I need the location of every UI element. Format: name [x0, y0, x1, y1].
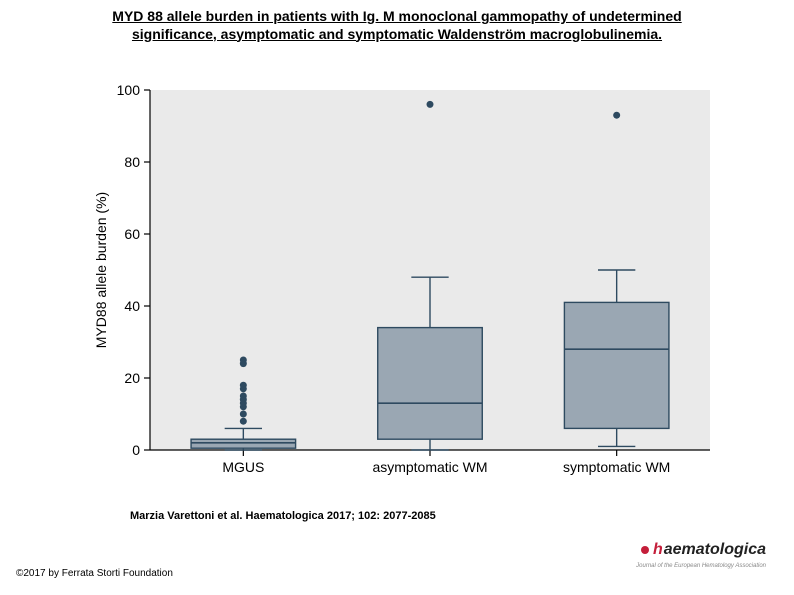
x-tick-label: asymptomatic WM [372, 459, 487, 475]
outlier-marker [240, 393, 247, 400]
y-tick-label: 80 [124, 154, 140, 170]
outlier-marker [240, 382, 247, 389]
logo-subtitle: Journal of the European Hematology Assoc… [636, 563, 766, 569]
citation-text: Marzia Varettoni et al. Haematologica 20… [130, 510, 436, 522]
outlier-marker [427, 101, 434, 108]
chart-title: MYD 88 allele burden in patients with Ig… [70, 8, 724, 43]
outlier-marker [240, 357, 247, 364]
y-tick-label: 100 [117, 82, 141, 98]
logo-red-part: h [653, 541, 663, 559]
y-tick-label: 0 [132, 442, 140, 458]
boxplot-chart: 0 20 40 60 80 100 MYD88 allele burden (%) MGUS a… [90, 80, 720, 490]
outlier-marker [240, 411, 247, 418]
box [378, 328, 483, 440]
x-tick-label: MGUS [222, 459, 264, 475]
logo-dot-icon [641, 546, 649, 554]
outlier-marker [613, 112, 620, 119]
x-tick-label: symptomatic WM [563, 459, 670, 475]
journal-logo: haematologica [641, 541, 766, 559]
box [191, 439, 296, 448]
logo-dark-part: aematologica [664, 541, 766, 559]
y-axis-label: MYD88 allele burden (%) [93, 192, 109, 348]
outlier-marker [240, 418, 247, 425]
y-tick-label: 40 [124, 298, 140, 314]
box [564, 302, 669, 428]
y-tick-label: 60 [124, 226, 140, 242]
y-tick-label: 20 [124, 370, 140, 386]
copyright-text: ©2017 by Ferrata Storti Foundation [16, 568, 173, 579]
